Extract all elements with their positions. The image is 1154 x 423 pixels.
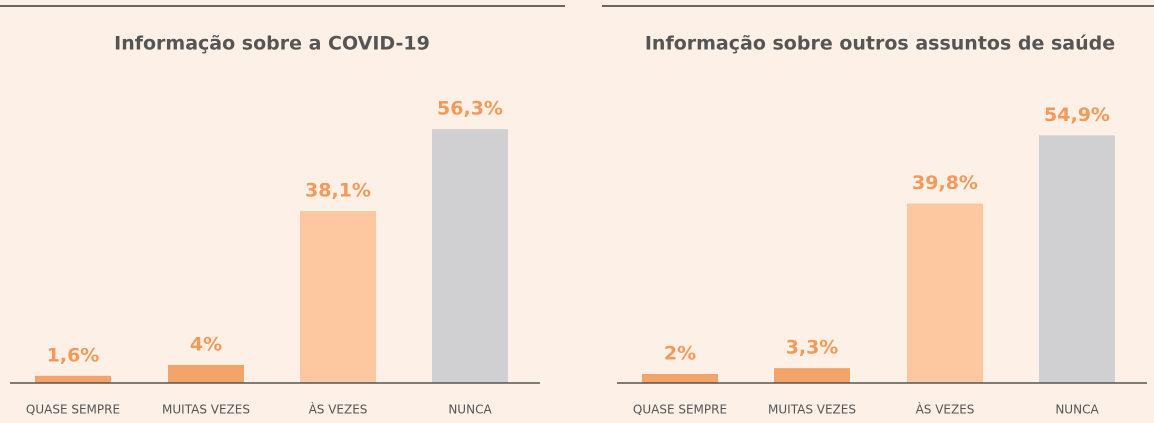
value-label: 4% [190,333,222,355]
value-label: 39,8% [912,172,978,194]
value-label: 3,3% [786,337,839,359]
category-label: MUITAS VEZES [768,403,856,417]
bar [432,129,508,383]
bar [907,203,983,383]
bar [1039,135,1115,383]
category-label: QUASE SEMPRE [26,403,120,417]
category-label: NUNCA [448,403,492,417]
category-label: QUASE SEMPRE [633,403,727,417]
bar [168,364,244,383]
bar [774,368,850,383]
value-label: 54,9% [1044,104,1110,126]
value-label: 56,3% [437,98,503,120]
category-label: NUNCA [1055,403,1099,417]
chart-title: Informação sobre a COVID-19 [114,33,430,55]
bar [35,375,111,383]
category-label: ÀS VEZES [916,402,975,417]
value-label: 38,1% [305,180,371,202]
bar [642,373,718,383]
chart-title: Informação sobre outros assuntos de saúd… [645,33,1115,55]
category-label: MUITAS VEZES [162,403,250,417]
bar [300,211,376,383]
value-label: 1,6% [47,344,100,366]
value-label: 2% [664,342,696,364]
category-label: ÀS VEZES [309,402,368,417]
